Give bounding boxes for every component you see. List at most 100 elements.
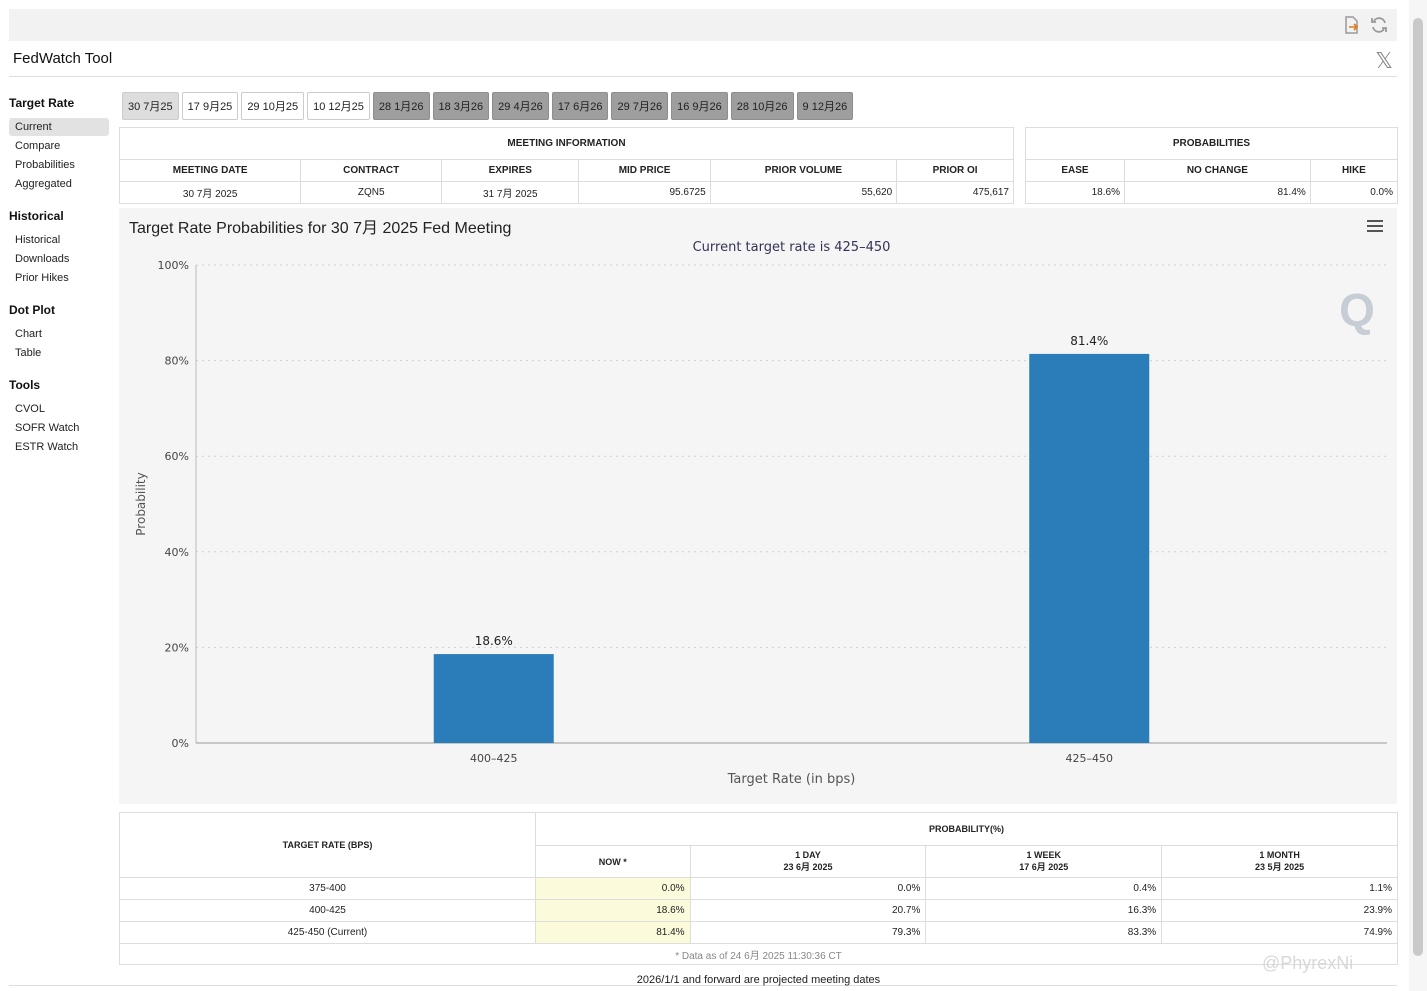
scrollbar-track [1409,0,1427,991]
meeting-info-col-header: PRIOR OI [896,159,1014,182]
y-tick-label: 0% [172,737,189,750]
y-tick-label: 40% [165,546,189,559]
probability-history-table: TARGET RATE (BPS) PROBABILITY(%) NOW * 1 … [119,812,1398,965]
top-toolbar [9,9,1397,41]
sidebar-item-aggregated[interactable]: Aggregated [15,178,72,190]
sidebar-item-probabilities[interactable]: Probabilities [15,159,75,171]
chart-menu-icon[interactable] [1367,220,1383,235]
rate-cell: 425-450 (Current) [119,921,536,944]
meeting-tab[interactable]: 28 10月26 [730,92,794,120]
meeting-info-col-header: EXPIRES [441,159,580,182]
meeting-tab[interactable]: 29 7月26 [611,92,669,120]
footer-divider [9,985,1397,986]
chart-panel: Target Rate Probabilities for 30 7月 2025… [119,208,1397,804]
probabilities-cell: 81.4% [1123,181,1311,204]
sidebar-item-compare[interactable]: Compare [15,140,61,152]
col-date: 23 5月 2025 [1255,862,1305,872]
probability-col-header: 1 DAY 23 6月 2025 [689,845,927,878]
target-rate-header: TARGET RATE (BPS) [119,812,536,878]
meeting-tab[interactable]: 29 4月26 [492,92,549,120]
y-tick-label: 80% [165,355,189,368]
probability-cell: 18.6% [535,899,691,922]
meeting-tab[interactable]: 16 9月26 [671,92,728,120]
watermark: @PhyrexNi [1262,953,1354,973]
bar-data-label: 18.6% [475,634,513,648]
probability-col-header: 1 MONTH 23 5月 2025 [1161,845,1398,878]
col-label: NOW * [598,856,627,867]
col-label: 1 DAY [795,850,821,860]
meeting-tab[interactable]: 29 10月25 [241,92,305,120]
y-axis-label: Probability [134,472,148,535]
meeting-tab[interactable]: 9 12月26 [796,92,854,120]
x-logo-icon[interactable]: 𝕏 [1375,48,1393,73]
probability-col-header: 1 WEEK 17 6月 2025 [925,845,1163,878]
meeting-info-cell: 30 7月 2025 [118,181,302,204]
bar-425–450 [1029,353,1150,743]
probability-cell: 16.3% [925,899,1163,922]
probability-cell: 20.7% [689,899,927,922]
meeting-info-col-header: PRIOR VOLUME [709,159,898,182]
table-row: 425-450 (Current) 81.4% 79.3% 83.3% 74.9% [119,921,1398,944]
sidebar-item-historical[interactable]: Historical [15,234,61,246]
sidebar-item-current[interactable]: Current [9,118,109,136]
sidebar-item-prior-hikes[interactable]: Prior Hikes [15,272,69,284]
meeting-tab[interactable]: 10 12月25 [307,92,370,120]
probabilities-table: PROBABILITIES EASE NO CHANGE HIKE 18.6% 81.… [1025,127,1399,204]
sidebar-heading: Tools [9,378,41,392]
app-title: FedWatch Tool [13,50,113,67]
chart-watermark: Q [1339,284,1375,336]
sidebar-item-table[interactable]: Table [15,347,42,359]
meeting-tab[interactable]: 28 1月26 [372,92,430,120]
probability-bar-chart: Q Current target rate is 425–450 0% 20% 40% 6… [134,240,1387,787]
y-tick-label: 100% [158,259,189,272]
data-note: * Data as of 24 6月 2025 11:30:36 CT [119,943,1398,965]
col-date: 23 6月 2025 [783,862,833,872]
probabilities-col-header: EASE [1025,159,1125,182]
sidebar-heading: Historical [9,209,64,223]
probabilities-col-header: HIKE [1309,159,1399,182]
probabilities-col-header: NO CHANGE [1123,159,1311,182]
sidebar-item-sofr-watch[interactable]: SOFR Watch [15,422,80,434]
bar-data-label: 81.4% [1070,334,1108,348]
table-row: 400-425 18.6% 20.7% 16.3% 23.9% [119,899,1398,922]
meeting-info-col-header: MID PRICE [578,159,711,182]
meeting-tab[interactable]: 17 9月25 [181,92,239,120]
sidebar-item-downloads[interactable]: Downloads [15,253,70,265]
meeting-tab[interactable]: 17 6月26 [551,92,609,120]
footer-note: 2026/1/1 and forward are projected meeti… [636,974,881,986]
bar-400–425 [433,654,554,743]
meeting-tab[interactable]: 30 7月25 [122,92,179,120]
col-label: 1 MONTH [1259,850,1300,860]
sidebar-gap [9,194,109,205]
meeting-info-caption: MEETING INFORMATION [119,127,1014,160]
sidebar: Target Rate Current Compare Probabilities Ag… [9,92,109,457]
y-tick-label: 20% [165,641,189,654]
sidebar-item-cvol[interactable]: CVOL [15,403,45,415]
table-row: 375-400 0.0% 0.0% 0.4% 1.1% [119,877,1398,900]
meeting-tab[interactable]: 18 3月26 [432,92,490,120]
scrollbar-thumb[interactable] [1413,18,1423,956]
title-bar: FedWatch Tool 𝕏 [9,44,1397,77]
meeting-info-cell: ZQN5 [300,181,443,204]
sidebar-gap [9,288,109,299]
sidebar-item-chart[interactable]: Chart [15,328,42,340]
col-date: 17 6月 2025 [1019,862,1069,872]
refresh-icon[interactable] [1369,15,1389,35]
probability-cell: 0.4% [925,877,1163,900]
export-icon[interactable] [1341,15,1361,35]
meeting-info-cell: 475,617 [896,181,1014,204]
probabilities-cell: 18.6% [1025,181,1125,204]
probability-cell: 0.0% [535,877,691,900]
rate-cell: 400-425 [119,899,536,922]
probability-header: PROBABILITY(%) [535,812,1398,846]
meeting-info-col-header: MEETING DATE [118,159,302,182]
sidebar-item-estr-watch[interactable]: ESTR Watch [15,441,79,453]
x-tick-label: 425–450 [1066,752,1114,765]
probability-cell: 83.3% [925,921,1163,944]
probability-cell: 81.4% [535,921,691,944]
probability-cell: 1.1% [1161,877,1398,900]
meeting-info-cell: 95.6725 [578,181,711,204]
chart-title: Target Rate Probabilities for 30 7月 2025… [129,220,512,237]
meeting-info-cell: 55,620 [709,181,898,204]
x-axis-label: Target Rate (in bps) [727,772,856,787]
